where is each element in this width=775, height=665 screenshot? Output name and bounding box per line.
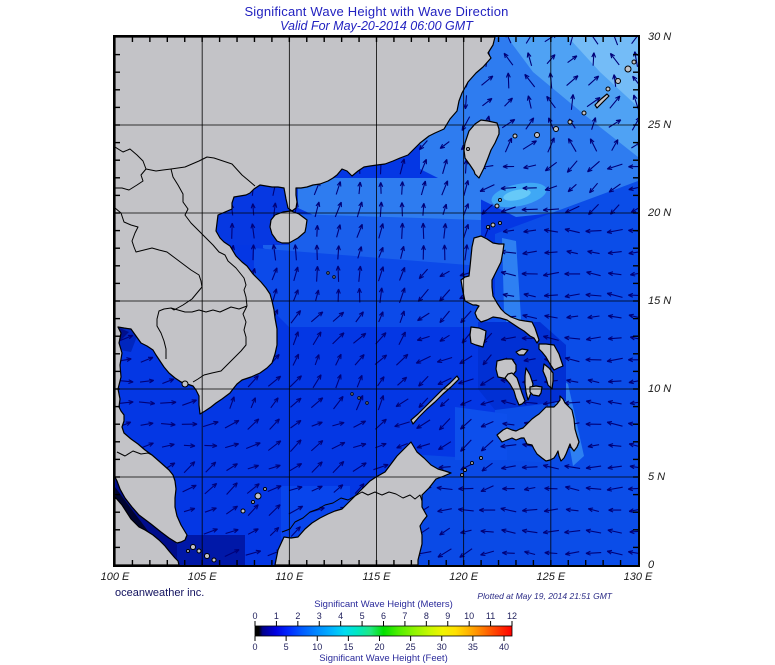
lon-tick-label: 100 E [100, 571, 130, 583]
wave-height-color-bar [254, 625, 513, 637]
lat-tick-label: 15 N [648, 295, 672, 307]
legend-meters-tick: 5 [360, 611, 365, 621]
legend-meters-tick: 10 [464, 611, 474, 621]
country-borders [115, 146, 423, 533]
legend-meters-tick: 6 [381, 611, 386, 621]
lon-tick-label: 120 E [449, 571, 479, 583]
legend-meters-tick: 2 [295, 611, 300, 621]
lon-tick-label: 105 E [187, 571, 217, 583]
legend-feet-tick: 20 [374, 642, 384, 652]
lat-tick-label: 5 N [648, 471, 666, 483]
oceanweather-credit: oceanweather inc. [115, 587, 205, 599]
legend-meters-tick: 4 [338, 611, 343, 621]
graticule-grid [115, 37, 638, 565]
lat-tick-label: 10 N [648, 383, 672, 395]
wave-map-canvas [115, 37, 638, 565]
legend-feet-tick: 30 [437, 642, 447, 652]
land-layer [115, 37, 637, 565]
legend-meters-tick: 8 [424, 611, 429, 621]
legend-feet-tick: 40 [499, 642, 509, 652]
legend-meters-tick: 3 [317, 611, 322, 621]
legend-feet-tick: 5 [284, 642, 289, 652]
degree-tick-marks [115, 37, 638, 565]
map-plot-area [113, 35, 640, 567]
legend-feet-tick: 0 [252, 642, 257, 652]
valid-time-subtitle: Valid For May-20-2014 06:00 GMT [280, 19, 473, 33]
legend-meters-tick: 9 [445, 611, 450, 621]
page-title: Significant Wave Height with Wave Direct… [244, 4, 509, 19]
legend-meters-tick: 0 [252, 611, 257, 621]
lon-tick-label: 115 E [362, 571, 391, 583]
legend-feet-tick: 10 [312, 642, 322, 652]
legend-meters-tick: 11 [486, 611, 495, 621]
lon-tick-label: 110 E [275, 571, 304, 583]
legend-meters-tick: 12 [507, 611, 517, 621]
lon-tick-label: 130 E [623, 571, 653, 583]
legend-meters-title: Significant Wave Height (Meters) [314, 599, 453, 610]
plotted-timestamp: Plotted at May 19, 2014 21:51 GMT [477, 591, 612, 601]
lat-tick-label: 0 [648, 559, 655, 571]
legend-meters-tick: 1 [274, 611, 279, 621]
lat-tick-label: 30 N [648, 31, 672, 43]
lon-tick-label: 125 E [536, 571, 566, 583]
legend-feet-tick: 15 [343, 642, 353, 652]
legend-feet-title: Significant Wave Height (Feet) [319, 653, 447, 664]
legend-meters-tick: 7 [402, 611, 407, 621]
legend-feet-tick: 25 [406, 642, 416, 652]
legend-feet-tick: 35 [468, 642, 478, 652]
wave-height-color-legend: Significant Wave Height (Meters)0 1 2 3 4 5 6 7… [252, 599, 517, 664]
lat-tick-label: 20 N [648, 207, 672, 219]
lat-tick-label: 25 N [648, 119, 672, 131]
